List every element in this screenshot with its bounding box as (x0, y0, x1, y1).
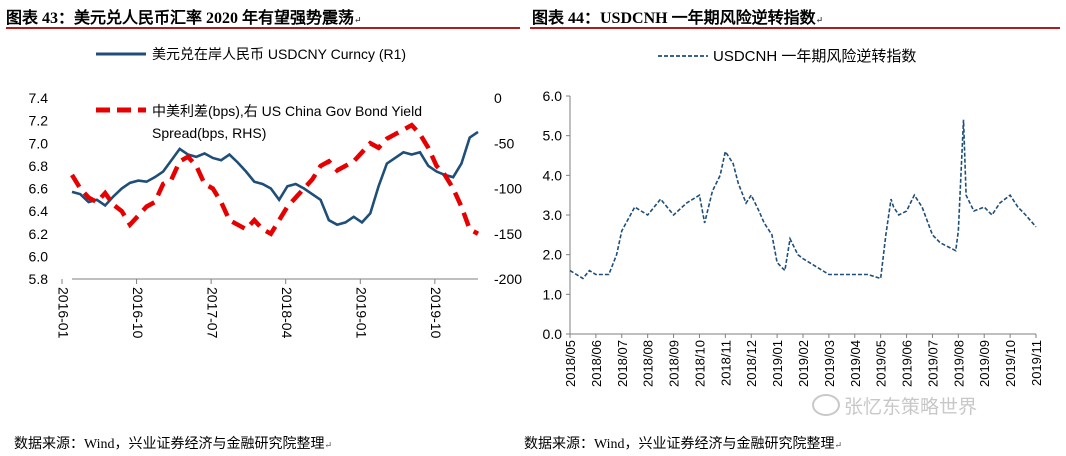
x-tick-label: 2018/10 (692, 340, 707, 387)
x-tick-label: 2018-04 (279, 287, 295, 339)
series-usdcny-line (71, 130, 479, 227)
x-tick-label: 2018/07 (615, 340, 630, 387)
paragraph-mark: ↵ (324, 440, 333, 450)
x-tick-label: 2018/08 (641, 340, 656, 387)
y2-tick-label: -150 (494, 226, 522, 242)
x-tick-label: 2019/03 (822, 340, 837, 387)
x-tick-label: 2017-07 (204, 287, 220, 339)
watermark: 张忆东策略世界 (812, 392, 977, 419)
paragraph-mark: ↵ (354, 15, 362, 25)
title-rule-left (6, 27, 520, 29)
x-tick-label: 2019/02 (796, 340, 811, 387)
x-tick-label: 2019/04 (848, 340, 863, 387)
chart-43: 5.8 6.0 6.2 6.4 6.6 6.8 7.0 7.2 7.4 -200 -150 -100 -… (29, 46, 523, 339)
y2-tick-label: -100 (494, 181, 522, 197)
paragraph-mark: ↵ (815, 15, 824, 25)
y-tick-label: 3.0 (543, 207, 563, 223)
x-tick-label: 2019/01 (770, 340, 785, 387)
x-tick-label: 2016-10 (130, 287, 146, 339)
y2-tick-label: 0 (494, 90, 502, 106)
y-tick-label: 6.0 (29, 248, 49, 264)
x-tick-label: 2016-01 (55, 287, 71, 339)
x-tick-label: 2018/12 (744, 340, 759, 387)
legend-label-risk-reversal: USDCNH 一年期风险逆转指数 (713, 48, 916, 65)
chart-43-title: 图表 43：美元兑人民币汇率 2020 年有望强势震荡↵ (6, 10, 362, 27)
paragraph-mark: ↵ (834, 440, 843, 450)
x-tick-label: 2019-01 (354, 287, 370, 339)
y-tick-label: 5.0 (543, 128, 563, 144)
y-tick-label: 6.4 (29, 203, 49, 219)
y-tick-label: 6.8 (29, 158, 49, 174)
series-risk-reversal-line (569, 119, 1037, 280)
chart-44: 0.0 1.0 2.0 3.0 4.0 5.0 6.0 2018/05 2018/06 2018/… (543, 48, 1044, 387)
y-tick-label: 7.2 (29, 113, 49, 129)
y-tick-label: 0.0 (543, 326, 563, 342)
wechat-icon (812, 394, 840, 416)
title-rule-right (530, 27, 1060, 29)
source-note-left: 数据来源：Wind，兴业证券经济与金融研究院整理↵ (14, 437, 333, 452)
y-tick-label: 7.0 (29, 135, 49, 151)
x-tick-label: 2018/11 (718, 340, 733, 386)
y-tick-label: 2.0 (543, 247, 563, 263)
y-tick-label: 4.0 (543, 167, 563, 183)
right-panel: 图表 44：USDCNH 一年期风险逆转指数↵ 0.0 1.0 2.0 3.0 4.0 5… (524, 0, 1066, 456)
x-tick-label: 2019/10 (1003, 340, 1018, 387)
y-tick-label: 7.4 (29, 90, 49, 106)
series-spread-line (70, 122, 480, 237)
x-tick-label: 2019/08 (951, 340, 966, 387)
x-tick-label: 2019/09 (977, 340, 992, 387)
y-tick-label: 6.2 (29, 226, 49, 242)
y-tick-label: 6.0 (543, 88, 563, 104)
left-panel: 图表 43：美元兑人民币汇率 2020 年有望强势震荡↵ 5.8 6.0 6.2 6.… (0, 0, 530, 456)
x-tick-label: 2018/05 (563, 340, 578, 387)
x-tick-label: 2018/06 (589, 340, 604, 387)
legend-label-spread: 中美利差(bps),右 US China Gov Bond Yield Sprea… (152, 103, 422, 141)
x-tick-label: 2019/11 (1029, 340, 1044, 386)
y-tick-label: 5.8 (29, 271, 49, 287)
y2-tick-label: -200 (494, 271, 522, 287)
legend-label-usdcny: 美元兑在岸人民币 USDCNY Curncy (R1) (152, 46, 406, 62)
y-tick-label: 6.6 (29, 181, 49, 197)
x-tick-label: 2018/09 (667, 340, 682, 387)
y-tick-label: 1.0 (543, 286, 563, 302)
source-note-right: 数据来源：Wind，兴业证券经济与金融研究院整理↵ (524, 437, 843, 452)
y2-tick-label: -50 (494, 135, 514, 151)
x-tick-label: 2019/06 (900, 340, 915, 387)
chart-44-title: 图表 44：USDCNH 一年期风险逆转指数↵ (532, 10, 824, 27)
x-tick-label: 2019/07 (925, 340, 940, 387)
x-tick-label: 2019/05 (874, 340, 889, 387)
x-tick-label: 2019-10 (428, 287, 444, 339)
